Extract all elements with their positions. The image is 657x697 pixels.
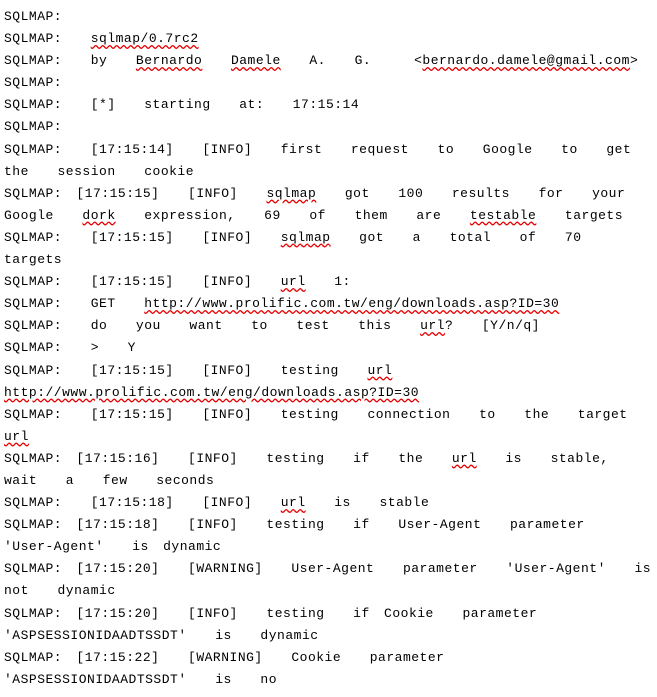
text-segment: SQLMAP: [17:15:14] [INFO] first request … bbox=[4, 142, 657, 179]
spell-segment: dork bbox=[82, 208, 115, 223]
log-line: SQLMAP: [17:15:15] [INFO] testing url ht… bbox=[4, 360, 653, 404]
log-line: SQLMAP: sqlmap/0.7rc2 bbox=[4, 28, 653, 50]
text-segment: SQLMAP: [*] starting at: 17:15:14 bbox=[4, 97, 359, 112]
text-segment bbox=[392, 363, 421, 378]
log-line: SQLMAP: [17:15:15] [INFO] url 1: bbox=[4, 271, 653, 293]
log-line: SQLMAP: [17:15:18] [INFO] testing if Use… bbox=[4, 514, 653, 558]
text-segment: SQLMAP: [17:15:15] [INFO] bbox=[4, 186, 266, 201]
spell-segment: url bbox=[281, 274, 306, 289]
spell-segment: sqlmap bbox=[266, 186, 316, 201]
text-segment: A. G. < bbox=[281, 53, 423, 68]
spell-segment: sqlmap/0.7rc2 bbox=[91, 31, 199, 46]
spell-segment: url bbox=[367, 363, 392, 378]
log-line: SQLMAP: [17:15:20] [WARNING] User-Agent … bbox=[4, 558, 653, 602]
text-segment bbox=[202, 53, 231, 68]
spell-segment: testable bbox=[470, 208, 536, 223]
log-line: SQLMAP: do you want to test this url? [Y… bbox=[4, 315, 653, 337]
log-line: SQLMAP: [17:15:20] [INFO] testing if Coo… bbox=[4, 603, 653, 647]
log-line: SQLMAP: [17:15:15] [INFO] testing connec… bbox=[4, 404, 653, 448]
text-segment: 1: bbox=[306, 274, 351, 289]
text-segment: targets bbox=[536, 208, 623, 223]
log-line: SQLMAP: by Bernardo Damele A. G. <bernar… bbox=[4, 50, 653, 72]
text-segment: SQLMAP: [17:15:20] [WARNING] User-Agent … bbox=[4, 561, 657, 598]
text-segment: ? [Y/n/q] bbox=[445, 318, 540, 333]
text-segment: SQLMAP: [17:15:15] [INFO] testing bbox=[4, 363, 367, 378]
text-segment: SQLMAP: bbox=[4, 119, 62, 134]
log-line: SQLMAP: [17:15:18] [INFO] url is stable bbox=[4, 492, 653, 514]
log-line: SQLMAP: bbox=[4, 72, 653, 94]
text-segment: SQLMAP: do you want to test this bbox=[4, 318, 420, 333]
spell-segment: url bbox=[420, 318, 445, 333]
spell-segment: Bernardo bbox=[136, 53, 202, 68]
spell-segment: url bbox=[4, 429, 29, 444]
spell-segment: bernardo.damele@gmail.com bbox=[422, 53, 630, 68]
spell-segment: url bbox=[452, 451, 477, 466]
text-segment: SQLMAP: [17:15:18] [INFO] bbox=[4, 495, 281, 510]
text-segment: SQLMAP: bbox=[4, 9, 62, 24]
terminal-output: SQLMAP:SQLMAP: sqlmap/0.7rc2SQLMAP: by B… bbox=[4, 6, 653, 691]
text-segment: SQLMAP: [17:15:15] [INFO] testing connec… bbox=[4, 407, 656, 422]
text-segment: SQLMAP: [17:15:16] [INFO] testing if the bbox=[4, 451, 452, 466]
log-line: SQLMAP: bbox=[4, 116, 653, 138]
spell-segment: http://www.prolific.com.tw/eng/downloads… bbox=[4, 385, 419, 400]
text-segment: SQLMAP: > Y bbox=[4, 340, 136, 355]
text-segment: SQLMAP: [17:15:15] [INFO] bbox=[4, 230, 281, 245]
spell-segment: http://www.prolific.com.tw/eng/downloads… bbox=[144, 296, 559, 311]
text-segment: > bbox=[630, 53, 638, 68]
log-line: SQLMAP: bbox=[4, 6, 653, 28]
text-segment: SQLMAP: [17:15:20] [INFO] testing if Coo… bbox=[4, 606, 566, 643]
log-line: SQLMAP: [17:15:15] [INFO] sqlmap got 100… bbox=[4, 183, 653, 227]
spell-segment: Damele bbox=[231, 53, 281, 68]
text-segment: SQLMAP: [17:15:15] [INFO] bbox=[4, 274, 281, 289]
text-segment: SQLMAP: bbox=[4, 75, 62, 90]
text-segment: SQLMAP: by bbox=[4, 53, 136, 68]
log-line: SQLMAP: [17:15:16] [INFO] testing if the… bbox=[4, 448, 653, 492]
log-line: SQLMAP: [17:15:15] [INFO] sqlmap got a t… bbox=[4, 227, 653, 271]
log-line: SQLMAP: GET http://www.prolific.com.tw/e… bbox=[4, 293, 653, 315]
text-segment: is stable bbox=[306, 495, 430, 510]
text-segment: SQLMAP: [17:15:22] [WARNING] Cookie para… bbox=[4, 650, 473, 687]
text-segment: SQLMAP: bbox=[4, 31, 91, 46]
log-line: SQLMAP: > Y bbox=[4, 337, 653, 359]
text-segment: SQLMAP: GET bbox=[4, 296, 144, 311]
spell-segment: sqlmap bbox=[281, 230, 331, 245]
text-segment: SQLMAP: [17:15:18] [INFO] testing if Use… bbox=[4, 517, 613, 554]
spell-segment: url bbox=[281, 495, 306, 510]
text-segment: expression, 69 of them are bbox=[116, 208, 470, 223]
log-line: SQLMAP: [17:15:22] [WARNING] Cookie para… bbox=[4, 647, 653, 691]
log-line: SQLMAP: [17:15:14] [INFO] first request … bbox=[4, 139, 653, 183]
log-line: SQLMAP: [*] starting at: 17:15:14 bbox=[4, 94, 653, 116]
